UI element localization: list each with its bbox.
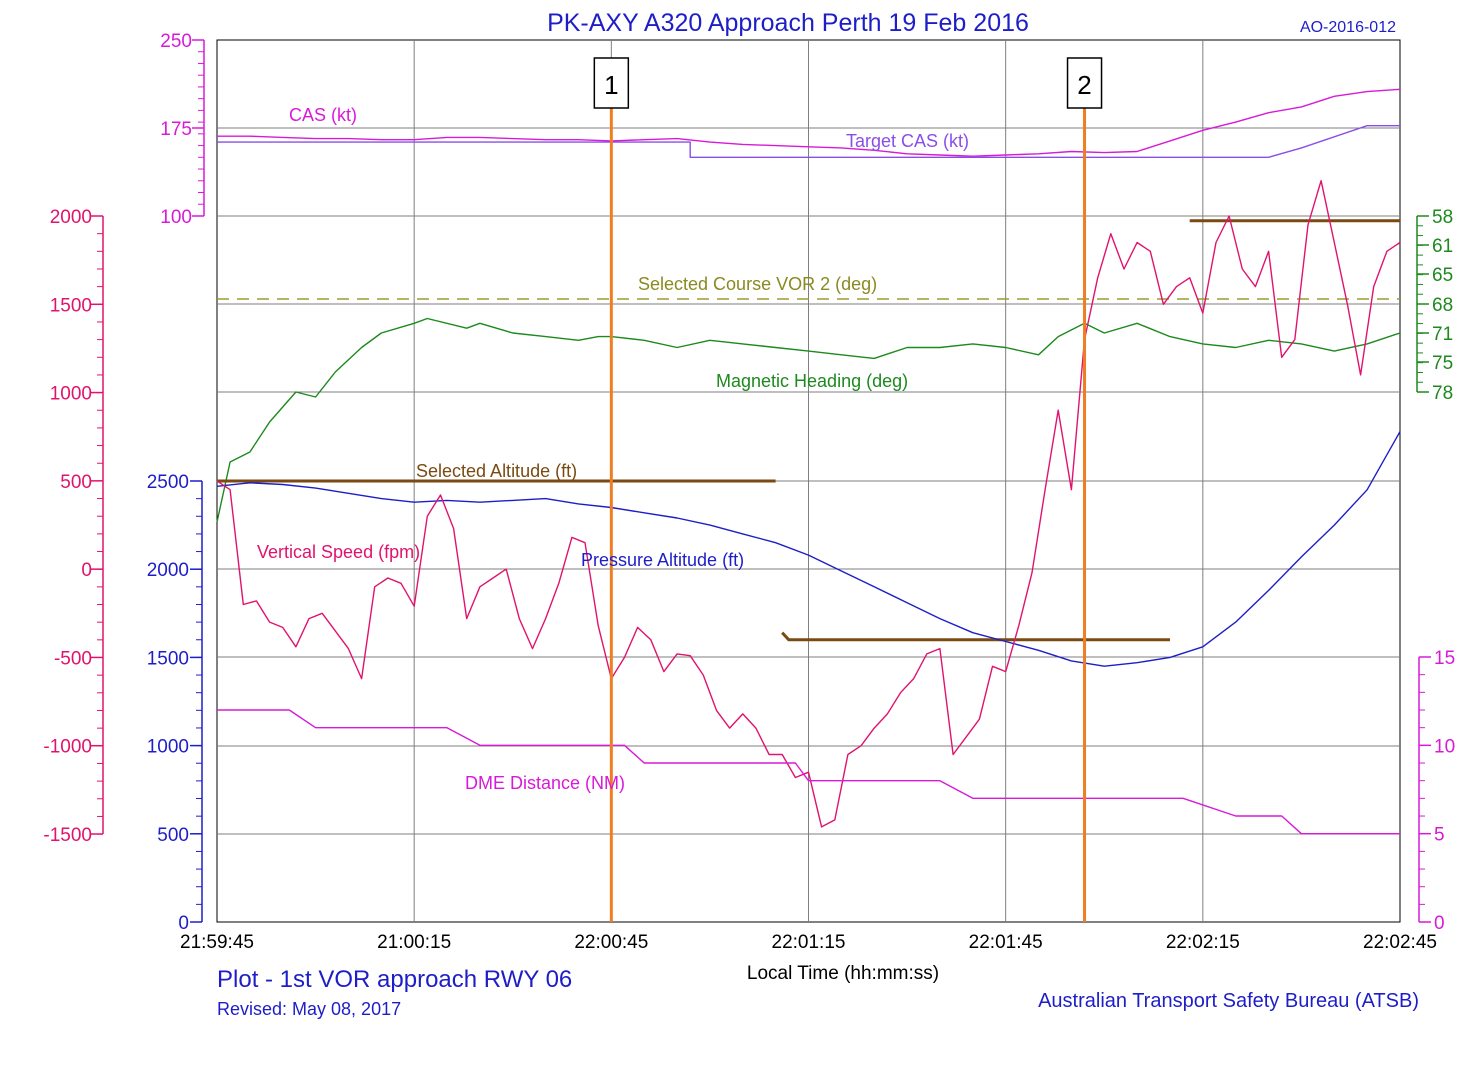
pressure-altitude-line xyxy=(216,431,1401,667)
altitude-tick-label: 1500 xyxy=(147,648,189,669)
event-marker-label: 2 xyxy=(1077,70,1091,100)
magnetic-heading-line xyxy=(216,317,1401,523)
altitude-tick-label: 0 xyxy=(178,913,189,934)
cas-tick-label: 250 xyxy=(160,31,192,52)
plot-title: Plot - 1st VOR approach RWY 06 xyxy=(217,966,572,993)
x-axis-label: Local Time (hh:mm:ss) xyxy=(747,963,939,984)
report-id: AO-2016-012 xyxy=(1300,19,1396,36)
x-tick-label: 22:00:45 xyxy=(574,932,648,953)
dme-tick-label: 0 xyxy=(1434,913,1445,934)
x-tick-label: 22:01:45 xyxy=(969,932,1043,953)
revised-date: Revised: May 08, 2017 xyxy=(217,999,401,1019)
vertical-speed-tick-label: 500 xyxy=(60,472,92,493)
dme-distance-line xyxy=(217,709,1400,835)
magnetic-heading-label: Magnetic Heading (deg) xyxy=(716,371,908,391)
heading-tick-label: 58 xyxy=(1432,207,1453,228)
vertical-speed-tick-label: -500 xyxy=(54,648,92,669)
dme-distance-label: DME Distance (NM) xyxy=(465,773,625,793)
heading-tick-label: 68 xyxy=(1432,295,1453,316)
chart-title: PK-AXY A320 Approach Perth 19 Feb 2016 xyxy=(547,9,1029,37)
grid: 21:59:45 21:00:15 22:00:45 22:01:15 22:01:45… xyxy=(180,39,1437,953)
vertical-speed-tick-label: 0 xyxy=(81,560,92,581)
heading-tick-label: 61 xyxy=(1432,236,1453,257)
selected-altitude-label: Selected Altitude (ft) xyxy=(416,461,577,481)
vertical-speed-tick-label: 1500 xyxy=(50,295,92,316)
heading-tick-label: 75 xyxy=(1432,353,1453,374)
target-cas-line xyxy=(217,124,1400,159)
vertical-speed-tick-label: -1500 xyxy=(43,825,92,846)
altitude-tick-label: 500 xyxy=(157,825,189,846)
series-layer xyxy=(216,88,1401,835)
selected-altitude-line xyxy=(781,631,1170,642)
cas-line xyxy=(217,88,1401,157)
vertical-speed-label: Vertical Speed (fpm) xyxy=(257,542,420,562)
vertical-speed-tick-label: -1000 xyxy=(43,737,92,758)
x-tick-label: 22:02:15 xyxy=(1166,932,1240,953)
event-marker-box xyxy=(593,57,630,109)
x-tick-label: 21:00:15 xyxy=(377,932,451,953)
altitude-tick-label: 2500 xyxy=(147,472,189,493)
cas-tick-label: 175 xyxy=(160,119,192,140)
dme-tick-label: 15 xyxy=(1434,648,1455,669)
cas-label: CAS (kt) xyxy=(289,105,357,125)
x-tick-label: 22:01:15 xyxy=(772,932,846,953)
selected-course-label: Selected Course VOR 2 (deg) xyxy=(638,274,877,294)
target-cas-label: Target CAS (kt) xyxy=(846,131,969,151)
vertical-speed-tick-label: 2000 xyxy=(50,207,92,228)
dme-tick-label: 5 xyxy=(1434,825,1445,846)
event-marker-box xyxy=(1066,57,1103,109)
event-marker-label: 1 xyxy=(604,70,618,100)
heading-tick-label: 71 xyxy=(1432,324,1453,345)
vertical-speed-tick-label: 1000 xyxy=(50,384,92,405)
vertical-speed-line xyxy=(216,179,1401,828)
x-tick-label: 21:59:45 xyxy=(180,932,254,953)
heading-tick-label: 78 xyxy=(1432,383,1453,404)
dme-tick-label: 10 xyxy=(1434,736,1455,757)
altitude-tick-label: 2000 xyxy=(147,560,189,581)
altitude-tick-label: 1000 xyxy=(147,737,189,758)
pressure-altitude-label: Pressure Altitude (ft) xyxy=(581,550,744,570)
axes: 2501751002000150010005000-500-1000-15002… xyxy=(43,31,1455,934)
x-tick-label: 22:02:45 xyxy=(1363,932,1437,953)
agency-name: Australian Transport Safety Bureau (ATSB… xyxy=(1038,990,1419,1012)
heading-tick-label: 65 xyxy=(1432,265,1453,286)
cas-tick-label: 100 xyxy=(160,207,192,228)
